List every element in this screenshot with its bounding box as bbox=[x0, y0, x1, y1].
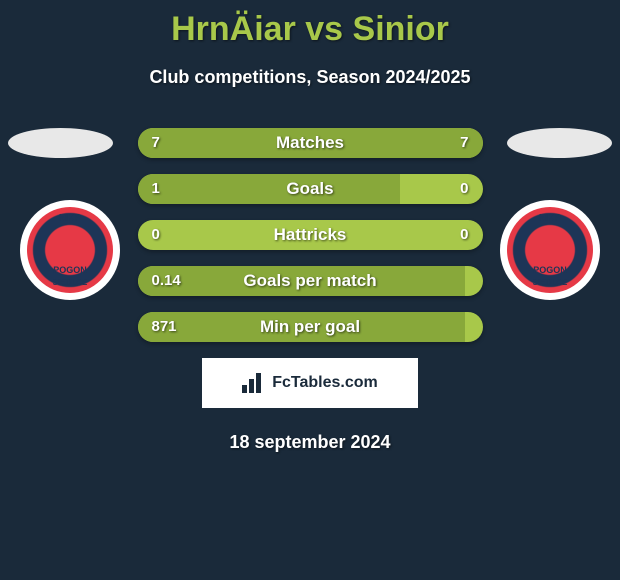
badge-text-bot: SIEDLCE bbox=[533, 278, 568, 287]
stat-row: 871Min per goal bbox=[138, 312, 483, 342]
stat-label: Goals bbox=[138, 174, 483, 204]
right-club-badge: MKP POGON SIEDLCE bbox=[500, 200, 600, 300]
badge-icon: MKP POGON SIEDLCE bbox=[507, 207, 593, 293]
stat-row: 1Goals0 bbox=[138, 174, 483, 204]
stat-label: Hattricks bbox=[138, 220, 483, 250]
stat-right-value: 0 bbox=[460, 220, 468, 250]
brand-label: FcTables.com bbox=[242, 373, 378, 393]
stat-bars: 7Matches71Goals00Hattricks00.14Goals per… bbox=[138, 128, 483, 342]
badge-text-top: MKP bbox=[59, 213, 81, 224]
right-player-oval bbox=[507, 128, 612, 158]
left-club-badge: MKP POGON SIEDLCE bbox=[20, 200, 120, 300]
left-player-oval bbox=[8, 128, 113, 158]
subtitle: Club competitions, Season 2024/2025 bbox=[0, 67, 620, 88]
stat-label: Min per goal bbox=[138, 312, 483, 342]
brand-chart-icon bbox=[242, 373, 266, 393]
badge-icon: MKP POGON SIEDLCE bbox=[27, 207, 113, 293]
brand-box: FcTables.com bbox=[202, 358, 418, 408]
comparison-content: MKP POGON SIEDLCE MKP POGON SIEDLCE 7Mat… bbox=[0, 128, 620, 453]
page-title: HrnÄiar vs Sinior bbox=[0, 0, 620, 49]
brand-text: FcTables.com bbox=[272, 374, 378, 392]
stat-row: 0Hattricks0 bbox=[138, 220, 483, 250]
stat-right-value: 0 bbox=[460, 174, 468, 204]
stat-row: 7Matches7 bbox=[138, 128, 483, 158]
date-text: 18 september 2024 bbox=[0, 432, 620, 453]
stat-label: Goals per match bbox=[138, 266, 483, 296]
stat-row: 0.14Goals per match bbox=[138, 266, 483, 296]
badge-text-bot: SIEDLCE bbox=[53, 278, 88, 287]
badge-text-mid: POGON bbox=[533, 265, 567, 275]
badge-text-top: MKP bbox=[539, 213, 561, 224]
stat-label: Matches bbox=[138, 128, 483, 158]
stat-right-value: 7 bbox=[460, 128, 468, 158]
badge-text-mid: POGON bbox=[53, 265, 87, 275]
